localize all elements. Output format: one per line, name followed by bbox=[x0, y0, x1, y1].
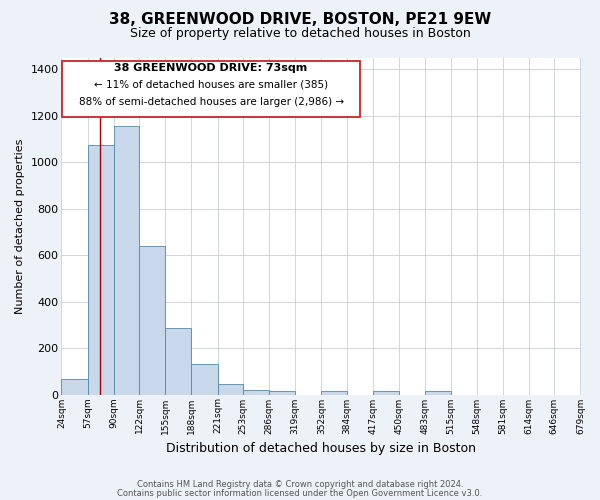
Bar bbox=[425, 392, 451, 394]
Bar bbox=[88, 144, 114, 394]
Bar bbox=[139, 246, 165, 394]
Text: 38 GREENWOOD DRIVE: 73sqm: 38 GREENWOOD DRIVE: 73sqm bbox=[115, 63, 308, 73]
Bar bbox=[114, 126, 139, 394]
Bar bbox=[61, 380, 88, 394]
Bar bbox=[191, 364, 218, 394]
Bar bbox=[269, 392, 295, 394]
Y-axis label: Number of detached properties: Number of detached properties bbox=[15, 138, 25, 314]
X-axis label: Distribution of detached houses by size in Boston: Distribution of detached houses by size … bbox=[166, 442, 476, 455]
Text: ← 11% of detached houses are smaller (385): ← 11% of detached houses are smaller (38… bbox=[94, 80, 328, 90]
Bar bbox=[165, 328, 191, 394]
Text: Size of property relative to detached houses in Boston: Size of property relative to detached ho… bbox=[130, 28, 470, 40]
Bar bbox=[218, 384, 243, 394]
Bar bbox=[322, 392, 347, 394]
Text: 88% of semi-detached houses are larger (2,986) →: 88% of semi-detached houses are larger (… bbox=[79, 97, 344, 107]
Text: 38, GREENWOOD DRIVE, BOSTON, PE21 9EW: 38, GREENWOOD DRIVE, BOSTON, PE21 9EW bbox=[109, 12, 491, 28]
Text: Contains public sector information licensed under the Open Government Licence v3: Contains public sector information licen… bbox=[118, 489, 482, 498]
Bar bbox=[373, 392, 399, 394]
FancyBboxPatch shape bbox=[62, 61, 360, 118]
Text: Contains HM Land Registry data © Crown copyright and database right 2024.: Contains HM Land Registry data © Crown c… bbox=[137, 480, 463, 489]
Bar bbox=[243, 390, 269, 394]
